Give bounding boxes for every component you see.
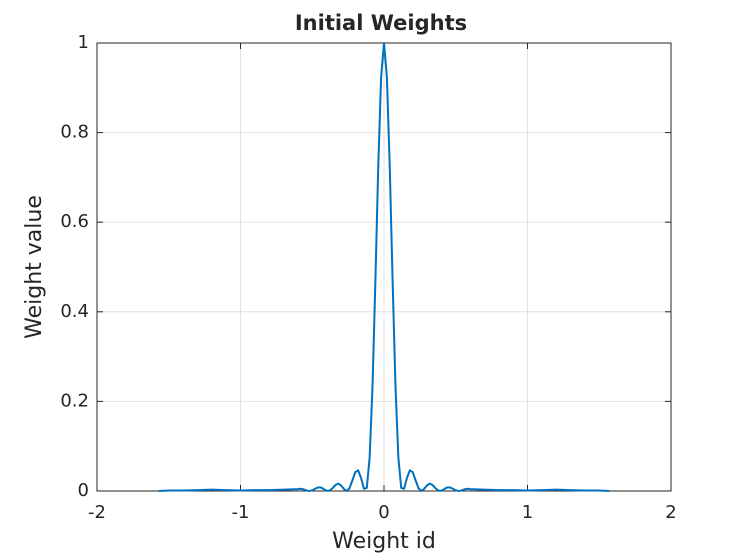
x-tick-label: -1 <box>232 502 250 523</box>
y-tick-label: 0.4 <box>60 301 89 322</box>
x-tick-label: 0 <box>378 502 389 523</box>
x-tick-label: 2 <box>665 502 676 523</box>
y-tick-label: 0 <box>78 480 89 501</box>
y-tick-label: 1 <box>78 32 89 53</box>
y-axis-label: Weight value <box>22 195 47 339</box>
x-tick-label: -2 <box>88 502 106 523</box>
x-tick-label: 1 <box>522 502 533 523</box>
y-tick-label: 0.8 <box>60 122 89 143</box>
x-axis-label: Weight id <box>332 529 436 554</box>
chart-title: Initial Weights <box>295 11 467 35</box>
data-line <box>158 42 610 492</box>
y-tick-label: 0.6 <box>60 211 89 232</box>
y-tick-label: 0.2 <box>60 390 89 411</box>
